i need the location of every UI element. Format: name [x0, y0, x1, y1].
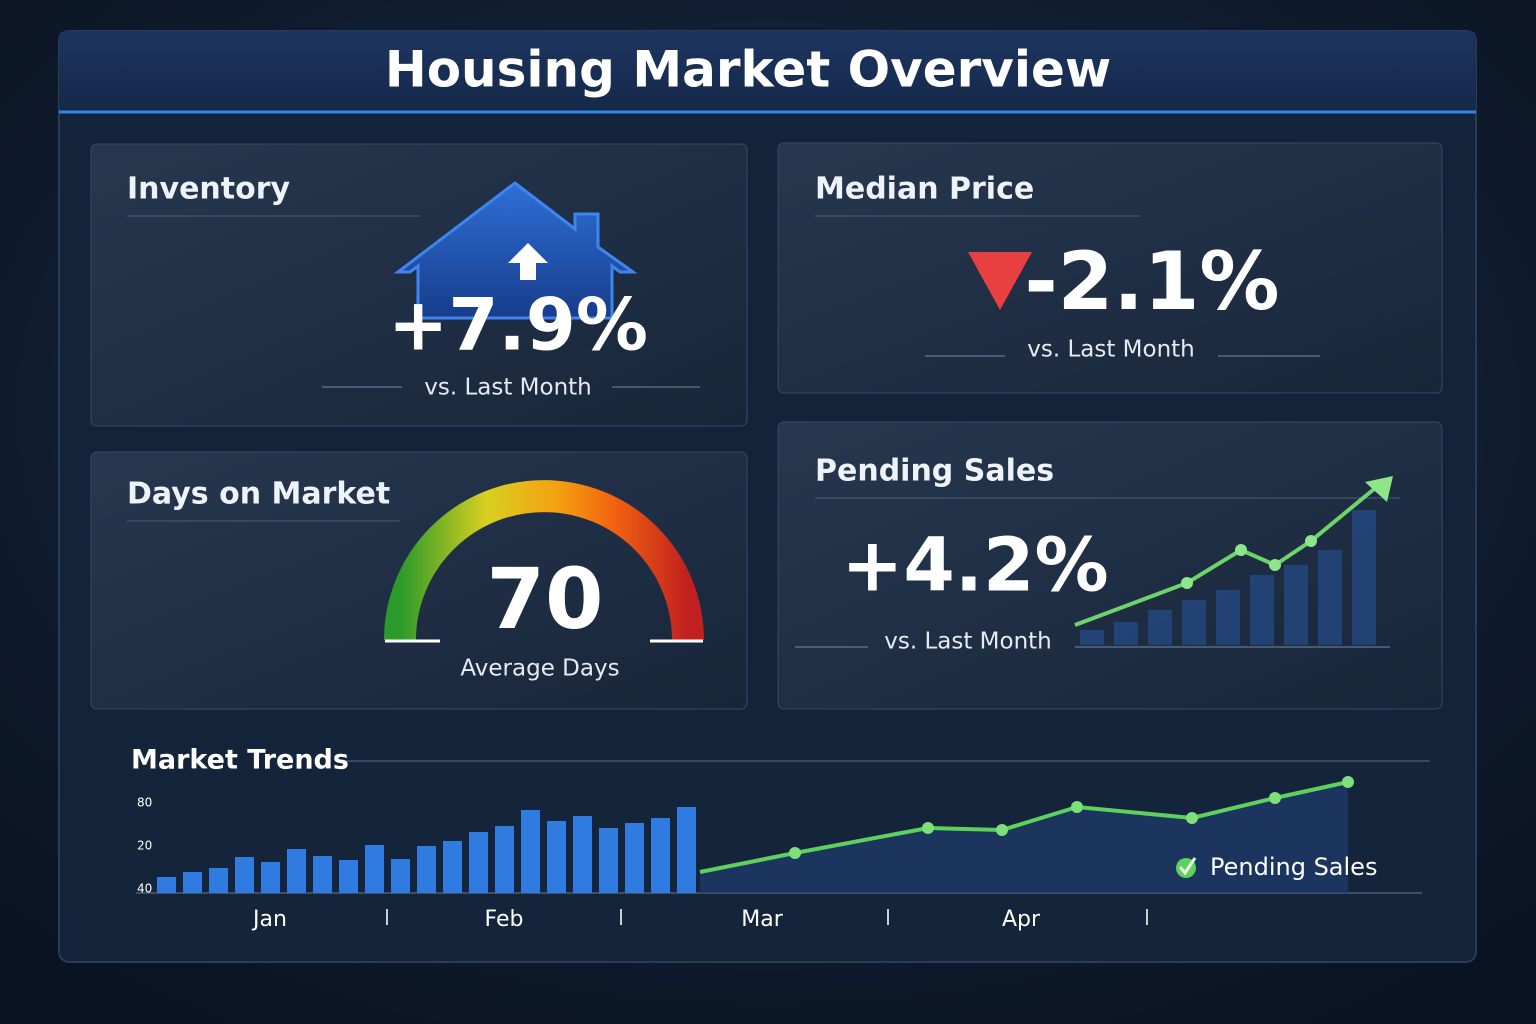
point — [1269, 792, 1281, 804]
bar — [443, 841, 462, 893]
point — [996, 824, 1008, 836]
up-arrow-icon — [508, 243, 548, 280]
x-tick-label: Mar — [741, 907, 783, 932]
point — [1071, 801, 1083, 813]
line — [699, 780, 1349, 874]
bar — [677, 807, 696, 893]
bar — [495, 826, 514, 893]
card-title: Pending Sales — [815, 454, 1054, 489]
pending-change: +4.2% — [841, 523, 1108, 609]
spark-bar — [1352, 510, 1376, 645]
spark-line — [1074, 478, 1387, 627]
point — [789, 847, 801, 859]
bar — [651, 818, 670, 893]
x-tick-label: Apr — [1002, 907, 1041, 932]
spark-dot — [1235, 544, 1247, 556]
y-tick-label: 20 — [137, 839, 152, 853]
spark-dot — [1269, 559, 1281, 571]
bar — [417, 846, 436, 893]
bar — [521, 810, 540, 893]
spark-bar — [1114, 622, 1138, 645]
bar — [261, 862, 280, 893]
spark-arrowhead — [1365, 476, 1393, 502]
point — [922, 822, 934, 834]
days-value: 70 — [487, 550, 604, 648]
bar — [391, 859, 410, 893]
legend-check — [1178, 857, 1197, 876]
spark-dot — [1305, 535, 1317, 547]
card-title: Median Price — [815, 172, 1034, 207]
spark-bar — [1250, 575, 1274, 645]
legend-label: Pending Sales — [1210, 853, 1377, 881]
pending-sales-card — [777, 421, 1443, 710]
header-band — [59, 31, 1476, 113]
point — [1186, 812, 1198, 824]
spark-bar — [1182, 600, 1206, 645]
bar — [365, 845, 384, 893]
median-price-change: -2.1% — [1024, 235, 1279, 328]
bar — [209, 868, 228, 893]
bar — [157, 877, 176, 893]
sparkline — [1074, 476, 1393, 645]
down-triangle-icon — [968, 252, 1032, 310]
bar — [573, 816, 592, 893]
spark-bar — [1318, 550, 1342, 645]
caption: Average Days — [460, 656, 619, 682]
spark-dot — [1181, 577, 1193, 589]
card-title: Days on Market — [127, 477, 390, 512]
page-title: Housing Market Overview — [385, 41, 1111, 99]
spark-bar — [1284, 565, 1308, 645]
house-icon — [393, 181, 638, 320]
y-tick-label: 40 — [137, 882, 152, 896]
caption: vs. Last Month — [884, 629, 1052, 655]
spark-bar — [1080, 630, 1104, 645]
y-tick-label: 80 — [137, 796, 152, 810]
bar — [625, 823, 644, 893]
bar — [287, 849, 306, 893]
caption: vs. Last Month — [424, 375, 592, 401]
x-tick-label: Jan — [251, 907, 287, 932]
trends-chart: 80 20 40 Jan Feb Mar Apr Pending Sales — [137, 776, 1377, 932]
spark-bar — [1148, 610, 1172, 645]
spark-bar — [1216, 590, 1240, 645]
median-price-card — [777, 142, 1443, 394]
chart-title: Market Trends — [131, 745, 349, 776]
bar — [339, 860, 358, 893]
caption: vs. Last Month — [1027, 337, 1195, 363]
card-title: Inventory — [127, 172, 291, 207]
point — [1342, 776, 1354, 788]
gauge-arc — [384, 480, 704, 641]
bar — [235, 857, 254, 893]
bar — [183, 872, 202, 893]
x-tick-label: Feb — [485, 907, 524, 932]
bar — [547, 821, 566, 893]
bar — [469, 832, 488, 893]
bar — [313, 856, 332, 893]
inventory-change: +7.9% — [388, 283, 648, 367]
bar — [599, 828, 618, 893]
